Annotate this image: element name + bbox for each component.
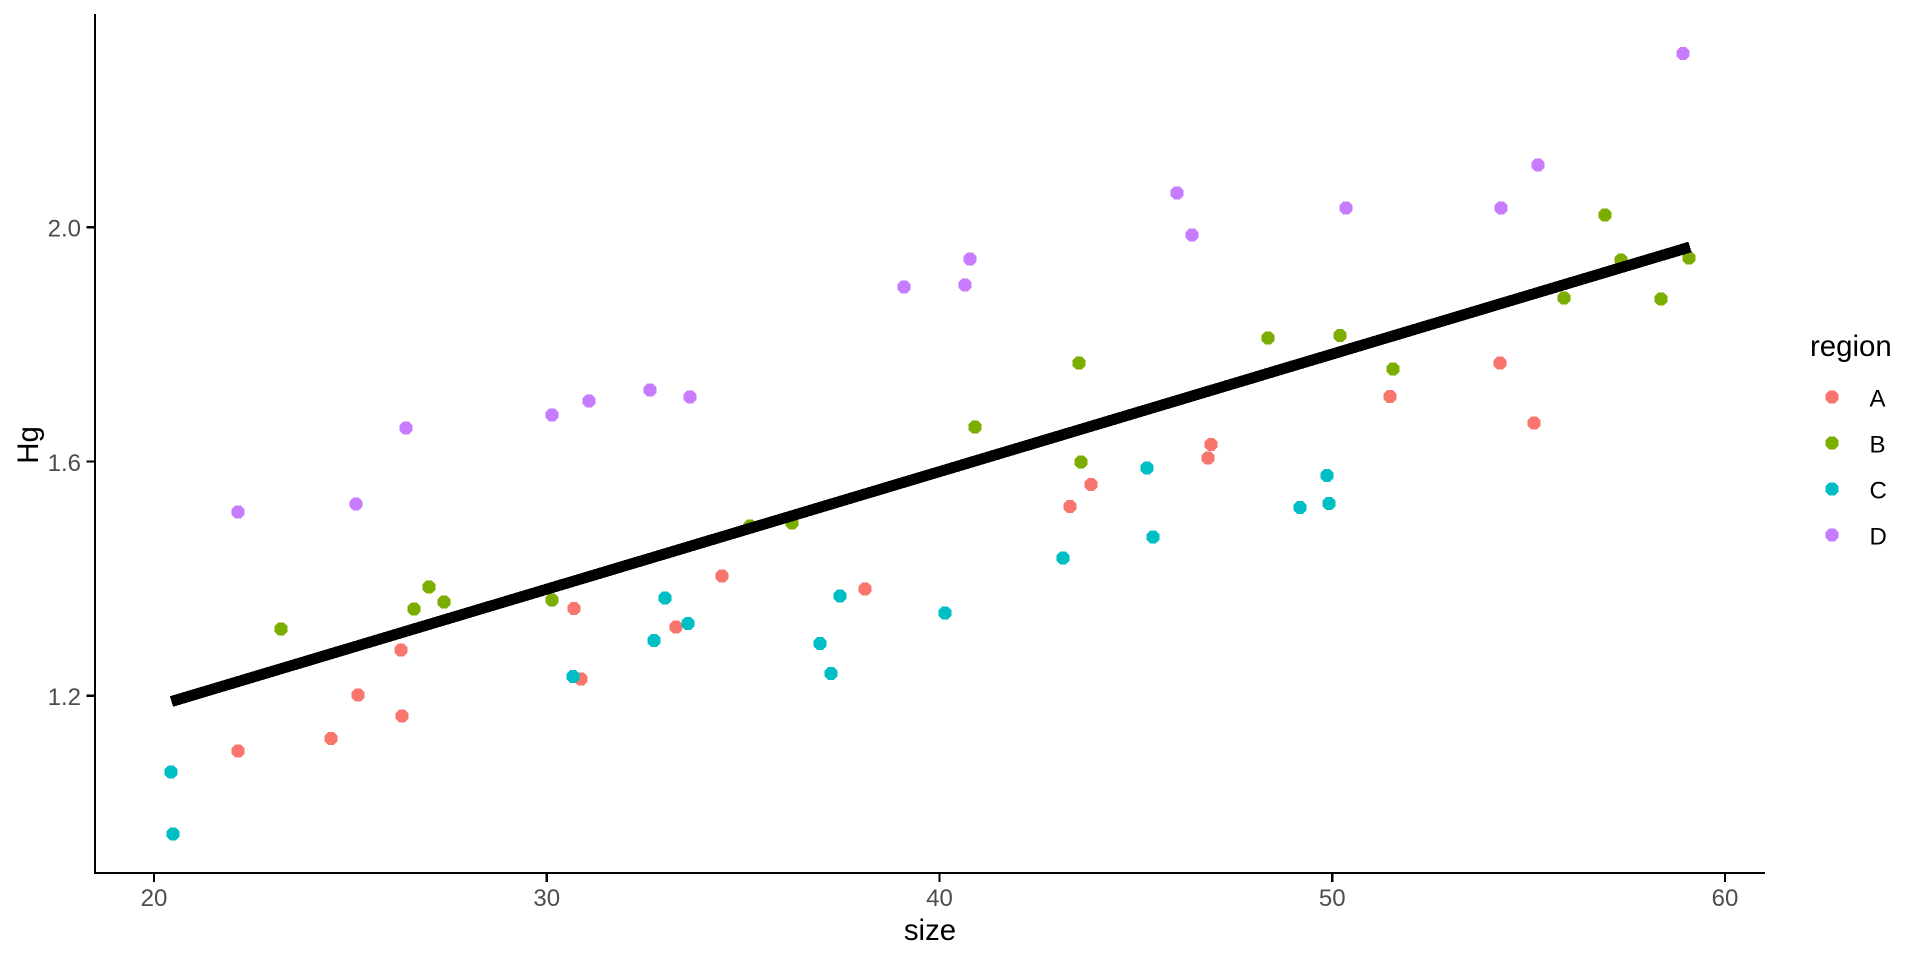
- svg-text:A: A: [1870, 386, 1886, 413]
- svg-text:D: D: [1870, 524, 1887, 551]
- svg-text:60: 60: [1712, 885, 1739, 912]
- svg-text:C: C: [1870, 478, 1887, 505]
- svg-text:1.6: 1.6: [48, 450, 81, 477]
- svg-text:region: region: [1810, 330, 1892, 363]
- svg-text:size: size: [904, 914, 956, 947]
- svg-text:50: 50: [1319, 885, 1346, 912]
- svg-text:2.0: 2.0: [48, 216, 81, 243]
- svg-text:B: B: [1870, 432, 1886, 459]
- svg-text:40: 40: [926, 885, 953, 912]
- svg-text:Hg: Hg: [12, 426, 45, 464]
- svg-text:1.2: 1.2: [48, 684, 81, 711]
- svg-text:20: 20: [141, 885, 168, 912]
- svg-text:30: 30: [533, 885, 560, 912]
